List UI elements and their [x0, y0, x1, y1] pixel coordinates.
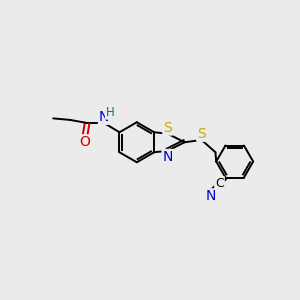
Text: N: N — [99, 110, 109, 124]
Text: N: N — [163, 150, 173, 164]
Text: S: S — [163, 121, 172, 135]
Text: S: S — [197, 127, 206, 141]
Text: H: H — [106, 106, 115, 119]
Text: O: O — [80, 135, 90, 149]
Text: C: C — [215, 177, 224, 190]
Text: N: N — [206, 189, 217, 203]
